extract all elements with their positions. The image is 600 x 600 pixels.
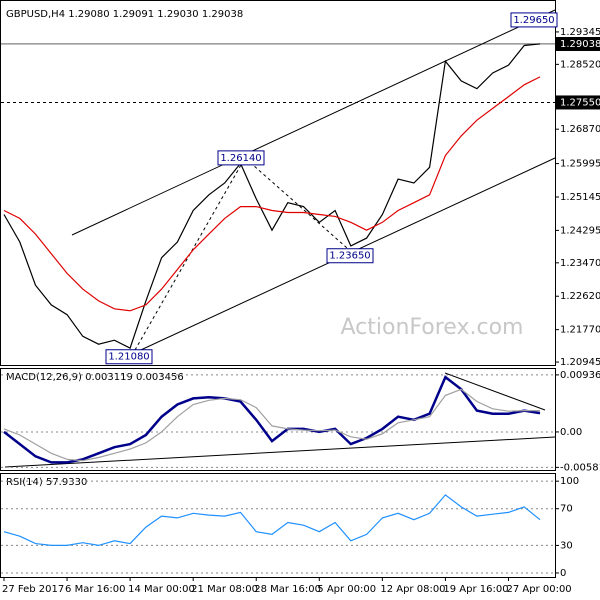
rsi-frame [0, 473, 556, 578]
x-tick-label: 21 Mar 08:00 [191, 584, 258, 595]
x-tick-label: 27 Feb 2017 [2, 584, 64, 595]
y-tick-label: 1.25995 [560, 159, 600, 170]
x-tick-label: 27 Apr 00:00 [506, 584, 571, 595]
y-tick-label: 1.20945 [560, 357, 600, 368]
panel-title: MACD(12,26,9) 0.003119 0.003456 [6, 372, 184, 383]
x-tick-label: 28 Mar 16:00 [254, 584, 321, 595]
y-tick-label: 100 [560, 476, 579, 487]
x-tick-label: 6 Mar 16:00 [65, 584, 125, 595]
y-tick-label: -0.005819 [560, 462, 600, 473]
annotation-box [326, 248, 374, 264]
level-label: 1.29038 [560, 39, 600, 50]
price-frame [0, 0, 556, 366]
y-tick-label: 0.00 [560, 427, 582, 438]
series-line [3, 375, 541, 464]
y-tick-label: 1.28520 [560, 59, 600, 70]
annotation-box [510, 12, 558, 28]
x-tick-label: 14 Mar 00:00 [128, 584, 195, 595]
annotation-label: 1.21080 [108, 352, 149, 363]
annotation-box [105, 349, 153, 365]
series-line [3, 494, 541, 547]
y-tick-label: 1.25145 [560, 192, 600, 203]
y-tick-label: 1.23470 [560, 258, 600, 269]
y-tick-label: 70 [560, 504, 573, 515]
series-line [3, 388, 540, 462]
level-box [556, 95, 600, 110]
y-tick-label: 0.009367 [560, 370, 600, 381]
macd-trend [444, 372, 546, 411]
x-tick-label: 19 Apr 16:00 [443, 584, 508, 595]
macd-frame [0, 368, 556, 471]
x-tick-label: 5 Apr 00:00 [317, 584, 376, 595]
annotation-label: 1.26140 [220, 153, 261, 164]
x-tick-label: 12 Apr 08:00 [380, 584, 445, 595]
level-label: 1.27550 [560, 97, 600, 108]
annotation-label: 1.29650 [513, 15, 554, 26]
macd-trend [4, 436, 556, 468]
y-tick-label: 0 [560, 568, 566, 579]
panel-title: GBPUSD,H4 1.29080 1.29091 1.29030 1.2903… [6, 9, 243, 20]
series-line [3, 43, 541, 349]
annotation-label: 1.23650 [329, 251, 370, 262]
y-tick-label: 30 [560, 540, 573, 551]
y-tick-label: 1.22620 [560, 291, 600, 302]
annotation-box [217, 150, 265, 166]
watermark: ActionForex.com [341, 315, 524, 340]
y-tick-label: 1.29345 [560, 27, 600, 38]
wave-line [134, 157, 356, 351]
level-box [556, 36, 600, 51]
panel-title: RSI(14) 57.9330 [6, 477, 87, 488]
series-line [3, 76, 541, 312]
channel-upper [71, 9, 556, 236]
y-tick-label: 1.21770 [560, 325, 600, 336]
y-tick-label: 1.24295 [560, 225, 600, 236]
y-tick-label: 1.26870 [560, 124, 600, 135]
